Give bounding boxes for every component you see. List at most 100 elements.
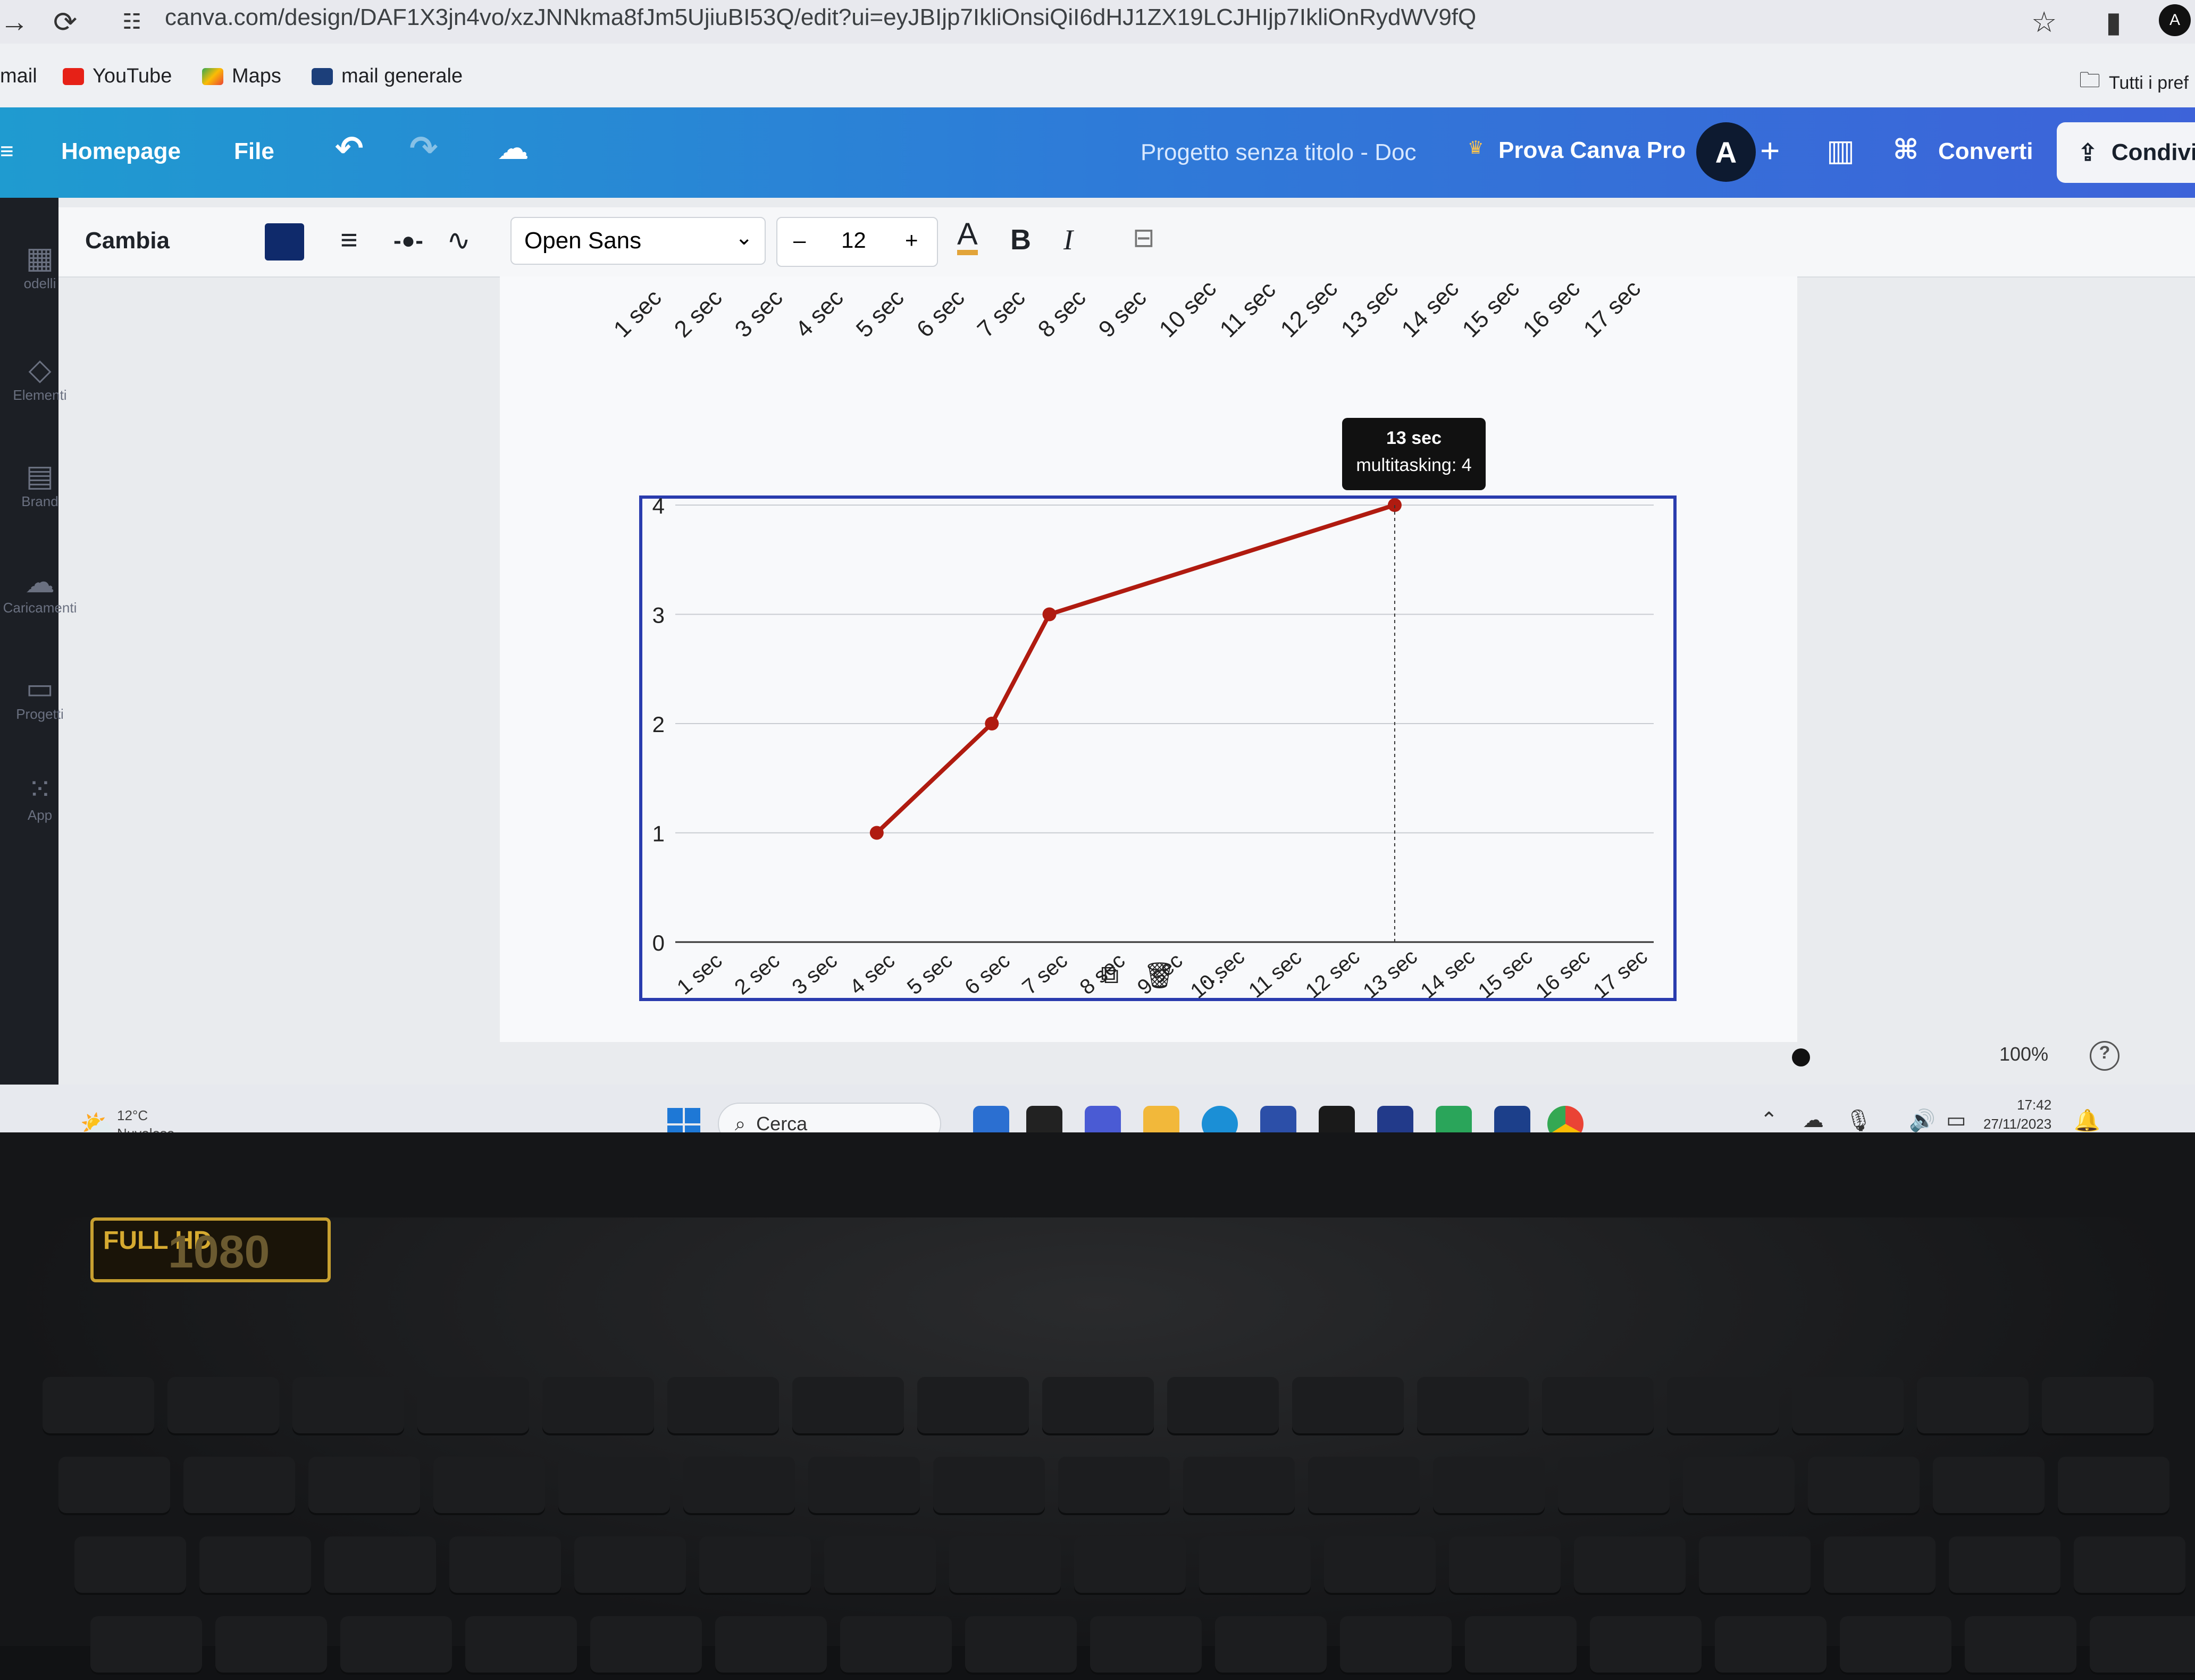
keyboard-key — [308, 1457, 420, 1515]
sidebar-item-projects[interactable]: ▭ Progetti — [0, 671, 80, 723]
trash-icon[interactable]: 🗑 — [1143, 962, 1176, 990]
smooth-line-icon[interactable]: ∿ — [447, 224, 471, 256]
spacing-icon[interactable]: ⊟ — [1133, 223, 1155, 253]
share-button[interactable]: ⇪ Condivid — [2057, 122, 2195, 183]
insights-icon[interactable]: ▥ — [1827, 133, 1855, 167]
y-tick-label: 0 — [652, 930, 665, 955]
data-point — [869, 826, 884, 840]
homepage-button[interactable]: Homepage — [61, 138, 181, 164]
try-canva-pro-button[interactable]: Prova Canva Pro — [1498, 137, 1686, 163]
keyboard-key — [1215, 1616, 1327, 1675]
redo-icon[interactable]: ↷ — [409, 129, 438, 167]
cloud-saved-icon[interactable]: ☁ — [497, 130, 529, 166]
x-tick-label: 16 sec — [1531, 945, 1595, 1003]
crown-icon: ♛ — [1468, 138, 1484, 158]
help-button[interactable]: ? — [2090, 1041, 2119, 1071]
bookmark-youtube[interactable]: YouTube — [63, 65, 172, 88]
site-settings-icon[interactable]: ☷ — [122, 10, 141, 33]
keyboard-key — [1699, 1536, 1811, 1595]
convert-button[interactable]: Converti — [1938, 138, 2033, 164]
keyboard-key — [542, 1377, 654, 1435]
change-chart-button[interactable]: Cambia — [85, 228, 170, 254]
decrease-font-button[interactable]: – — [793, 228, 806, 253]
folder-icon: 🗀 — [2079, 69, 2100, 92]
forward-icon[interactable]: → — [0, 6, 29, 38]
line-style-icon[interactable]: ≡ — [340, 223, 358, 256]
x-tick-label: 5 sec — [903, 948, 957, 999]
tooltip-text: multitasking: 4 — [1356, 455, 1472, 475]
keyboard-row — [43, 1377, 2154, 1441]
keyboard-key — [199, 1536, 311, 1595]
x-tick-label: 11 sec — [1244, 945, 1306, 1003]
more-options-icon[interactable]: … — [1200, 961, 1226, 989]
tray-chevron-icon[interactable]: ⌃ — [1760, 1108, 1778, 1132]
keyboard-key — [1340, 1616, 1452, 1675]
keyboard-key — [1933, 1457, 2045, 1515]
color-swatch[interactable] — [265, 223, 304, 261]
add-collaborator-icon[interactable]: + — [1760, 131, 1780, 170]
chevron-down-icon: ⌄ — [735, 226, 753, 249]
star-icon[interactable]: ☆ — [2031, 6, 2057, 38]
sidebar-item-brand[interactable]: ▤ Brand — [0, 458, 80, 510]
keyboard-key — [1324, 1536, 1436, 1595]
bookmarks-bar: mail YouTube Maps mail generale 🗀 Tutti … — [0, 44, 2195, 107]
keyboard-key — [2074, 1536, 2185, 1595]
y-tick-label: 3 — [652, 603, 665, 628]
text-color-icon[interactable]: A — [957, 219, 978, 255]
profile-avatar[interactable]: A — [2159, 4, 2191, 36]
sidebar-item-templates[interactable]: ▦ odelli — [0, 240, 80, 292]
keyboard-key — [1965, 1616, 2076, 1675]
user-avatar[interactable]: A — [1696, 122, 1756, 182]
italic-button[interactable]: I — [1063, 224, 1073, 256]
bold-button[interactable]: B — [1010, 224, 1031, 256]
present-icon[interactable]: ⌘ — [1893, 135, 1919, 165]
keyboard-key — [1090, 1616, 1202, 1675]
address-field[interactable]: canva.com/design/DAF1X3jn4vo/xzJNNkma8fJ… — [165, 4, 1477, 30]
keyboard-key — [715, 1616, 827, 1675]
keyboard-key — [183, 1457, 295, 1515]
sidebar-item-uploads[interactable]: ☁ Caricamenti — [0, 565, 80, 616]
laptop-keyboard — [0, 1217, 2195, 1675]
document-title[interactable]: Progetto senza titolo - Doc — [1141, 139, 1417, 165]
keyboard-key — [43, 1377, 154, 1435]
sidebar-item-apps[interactable]: ⁙ App — [0, 772, 80, 824]
taskbar-clock[interactable]: 17:42 27/11/2023 — [1983, 1097, 2052, 1132]
apps-icon: ⁙ — [27, 772, 53, 806]
undo-icon[interactable]: ↶ — [335, 129, 364, 167]
file-menu-button[interactable]: File — [234, 138, 274, 164]
keyboard-key — [933, 1457, 1045, 1515]
volume-icon[interactable]: 🔊 — [1909, 1109, 1936, 1132]
sticker-number: 1080 — [168, 1227, 270, 1278]
laptop-bezel — [0, 1132, 2195, 1217]
zoom-slider-handle[interactable] — [1792, 1048, 1810, 1066]
sidepanel-icon[interactable]: ▮ — [2106, 6, 2122, 38]
elements-icon: ◇ — [28, 352, 52, 386]
battery-icon[interactable]: ▭ — [1946, 1108, 1966, 1132]
bookmark-mail-generale[interactable]: mail generale — [312, 65, 463, 88]
keyboard-key — [1808, 1457, 1920, 1515]
mic-muted-icon[interactable]: 🎙 — [1845, 1109, 1872, 1132]
menu-icon[interactable]: ≡ — [0, 138, 14, 164]
duplicate-icon[interactable]: ⧉ — [1101, 961, 1119, 989]
keyboard-key — [1292, 1377, 1404, 1435]
reload-icon[interactable]: ⟳ — [53, 6, 78, 38]
font-size-value[interactable]: 12 — [841, 228, 866, 253]
notification-bell-icon[interactable]: 🔔 — [2074, 1109, 2100, 1132]
keyboard-key — [1840, 1616, 1951, 1675]
bookmark-maps[interactable]: Maps — [202, 65, 281, 88]
sidebar-item-elements[interactable]: ◇ Elementi — [0, 352, 80, 404]
bookmarks-folder[interactable]: 🗀 Tutti i pref — [2079, 65, 2189, 101]
zoom-level[interactable]: 100% — [1999, 1043, 2049, 1065]
font-size-stepper[interactable]: – 12 + — [776, 217, 938, 267]
keyboard-key — [808, 1457, 920, 1515]
point-style-icon[interactable]: -●- — [393, 228, 423, 254]
sticker-label: FULL HD — [103, 1227, 212, 1255]
increase-font-button[interactable]: + — [905, 228, 918, 253]
keyboard-row — [43, 1616, 2195, 1680]
x-tick-label: 15 sec — [1474, 945, 1537, 1003]
onedrive-icon[interactable]: ☁ — [1803, 1108, 1824, 1132]
font-family-select[interactable]: Open Sans ⌄ — [510, 217, 766, 265]
bookmark-mail[interactable]: mail — [0, 65, 37, 87]
left-sidebar: ▦ odelli ◇ Elementi ▤ Brand ☁ Caricament… — [0, 198, 77, 1102]
